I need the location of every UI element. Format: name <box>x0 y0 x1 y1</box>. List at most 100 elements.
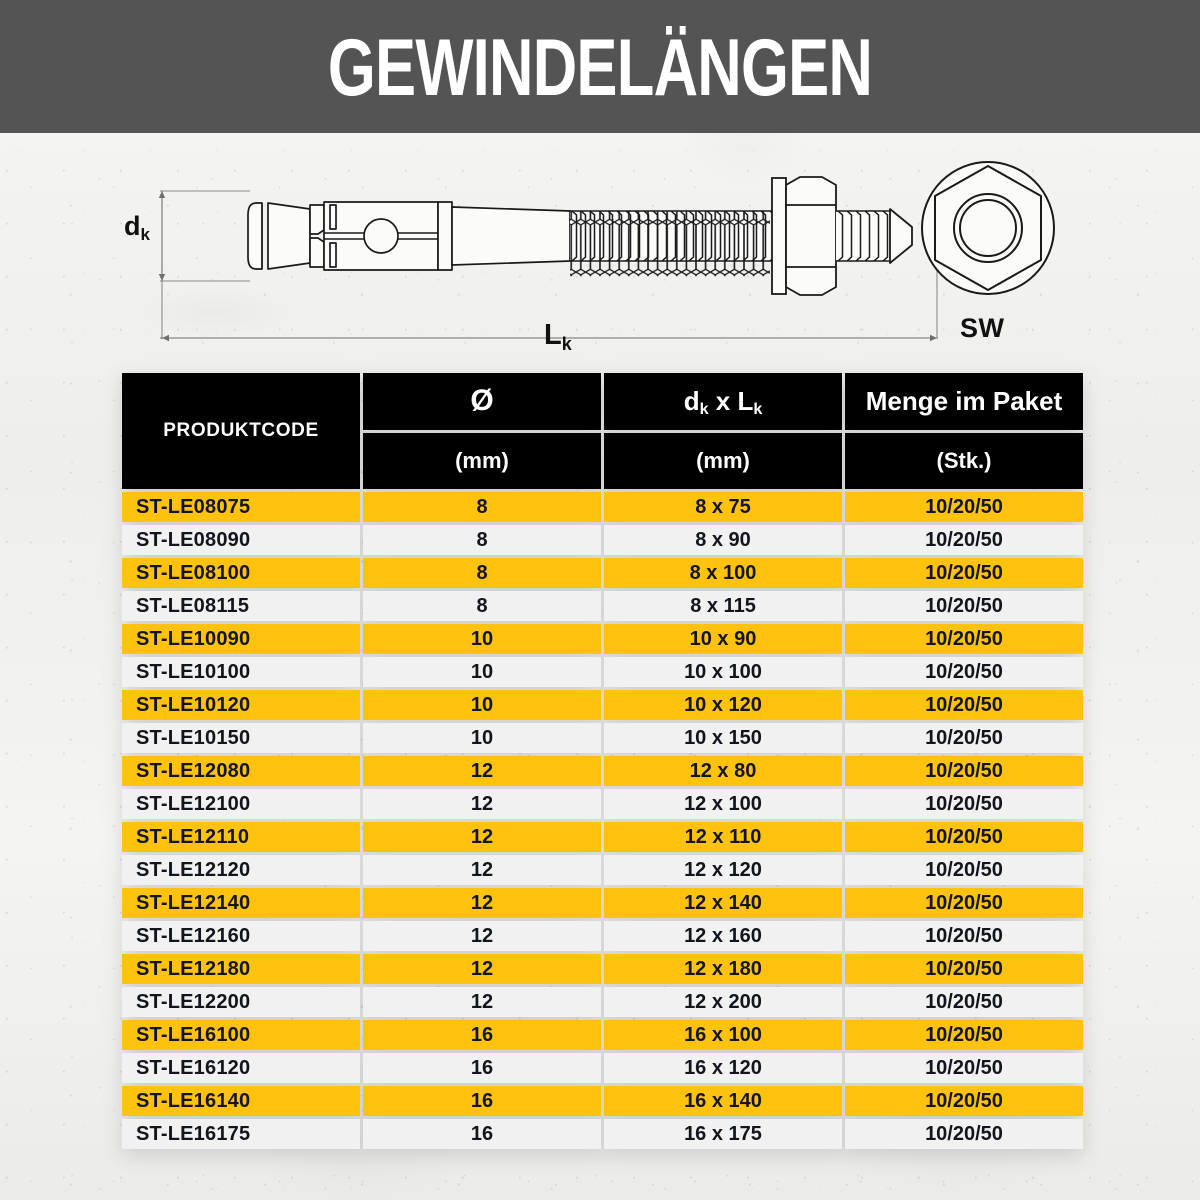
spec-table-head: PRODUKTCODE Ø dk x Lk Menge im Paket (mm… <box>122 373 1083 489</box>
cell-code: ST-LE08075 <box>122 492 360 522</box>
cell-qty: 10/20/50 <box>845 558 1083 588</box>
cell-dim: 12 x 160 <box>604 921 842 951</box>
cell-dia: 12 <box>363 921 601 951</box>
cell-qty: 10/20/50 <box>845 591 1083 621</box>
cell-dia: 12 <box>363 954 601 984</box>
cell-code: ST-LE08115 <box>122 591 360 621</box>
column-header-dk-x-lk: dk x Lk <box>604 373 842 430</box>
cell-code: ST-LE12110 <box>122 822 360 852</box>
cell-qty: 10/20/50 <box>845 1119 1083 1149</box>
cell-dim: 16 x 100 <box>604 1020 842 1050</box>
label-dk: dk <box>124 211 150 244</box>
cell-code: ST-LE12180 <box>122 954 360 984</box>
cell-code: ST-LE16100 <box>122 1020 360 1050</box>
cell-qty: 10/20/50 <box>845 492 1083 522</box>
dimension-arrowheads <box>158 191 937 342</box>
anchor-sleeve <box>247 201 453 271</box>
table-row: ST-LE10120 10 10 x 120 10/20/50 <box>122 690 1083 720</box>
cell-qty: 10/20/50 <box>845 756 1083 786</box>
cell-dia: 8 <box>363 525 601 555</box>
cell-dim: 10 x 150 <box>604 723 842 753</box>
cell-dim: 16 x 120 <box>604 1053 842 1083</box>
cell-dim: 12 x 200 <box>604 987 842 1017</box>
unit-header-dimension: (mm) <box>604 432 842 489</box>
table-row: ST-LE10100 10 10 x 100 10/20/50 <box>122 657 1083 687</box>
table-row: ST-LE12120 12 12 x 120 10/20/50 <box>122 855 1083 885</box>
cell-qty: 10/20/50 <box>845 987 1083 1017</box>
cell-qty: 10/20/50 <box>845 1020 1083 1050</box>
cell-dia: 12 <box>363 855 601 885</box>
cell-qty: 10/20/50 <box>845 855 1083 885</box>
cell-code: ST-LE08100 <box>122 558 360 588</box>
table-row: ST-LE08090 8 8 x 90 10/20/50 <box>122 525 1083 555</box>
cell-dim: 12 x 80 <box>604 756 842 786</box>
cell-code: ST-LE12200 <box>122 987 360 1017</box>
cell-dia: 12 <box>363 987 601 1017</box>
washer <box>771 177 787 295</box>
cell-dia: 10 <box>363 657 601 687</box>
cell-dim: 10 x 120 <box>604 690 842 720</box>
cell-dia: 12 <box>363 888 601 918</box>
column-header-diameter: Ø <box>363 373 601 430</box>
cell-dia: 8 <box>363 558 601 588</box>
cell-code: ST-LE12120 <box>122 855 360 885</box>
cell-dim: 8 x 90 <box>604 525 842 555</box>
cell-code: ST-LE10090 <box>122 624 360 654</box>
cell-code: ST-LE12140 <box>122 888 360 918</box>
cell-dia: 8 <box>363 591 601 621</box>
dk-label: d <box>683 385 700 416</box>
shank <box>451 206 571 266</box>
cell-code: ST-LE12100 <box>122 789 360 819</box>
cell-dim: 12 x 120 <box>604 855 842 885</box>
threaded-shaft <box>570 210 779 277</box>
cell-qty: 10/20/50 <box>845 723 1083 753</box>
cell-qty: 10/20/50 <box>845 1086 1083 1116</box>
column-header-menge: Menge im Paket <box>845 373 1083 430</box>
cell-code: ST-LE10100 <box>122 657 360 687</box>
cell-dim: 8 x 100 <box>604 558 842 588</box>
table-header-row-primary: PRODUKTCODE Ø dk x Lk Menge im Paket <box>122 373 1083 489</box>
label-lk-main: L <box>544 319 562 351</box>
spec-table-body: ST-LE08075 8 8 x 75 10/20/50 ST-LE08090 8 8 x … <box>122 492 1083 1149</box>
cell-qty: 10/20/50 <box>845 657 1083 687</box>
dk-lk-separator: x L <box>708 385 754 416</box>
cell-dia: 12 <box>363 789 601 819</box>
table-row: ST-LE12110 12 12 x 110 10/20/50 <box>122 822 1083 852</box>
cell-qty: 10/20/50 <box>845 624 1083 654</box>
label-sw: SW <box>960 313 1005 343</box>
page-title: GEWINDELÄNGEN <box>327 23 873 113</box>
cell-dia: 10 <box>363 723 601 753</box>
table-row: ST-LE08075 8 8 x 75 10/20/50 <box>122 492 1083 522</box>
label-dk-main: d <box>124 211 141 241</box>
cell-code: ST-LE10120 <box>122 690 360 720</box>
cell-qty: 10/20/50 <box>845 822 1083 852</box>
cell-code: ST-LE16140 <box>122 1086 360 1116</box>
spec-table: PRODUKTCODE Ø dk x Lk Menge im Paket (mm… <box>119 370 1086 1152</box>
cell-qty: 10/20/50 <box>845 921 1083 951</box>
cell-qty: 10/20/50 <box>845 690 1083 720</box>
cell-dia: 16 <box>363 1119 601 1149</box>
cell-dia: 16 <box>363 1086 601 1116</box>
cell-dim: 10 x 100 <box>604 657 842 687</box>
cell-dia: 12 <box>363 822 601 852</box>
cell-dim: 12 x 140 <box>604 888 842 918</box>
cell-dia: 10 <box>363 624 601 654</box>
cell-dia: 8 <box>363 492 601 522</box>
spec-table-container: PRODUKTCODE Ø dk x Lk Menge im Paket (mm… <box>119 370 1083 1152</box>
diameter-symbol: Ø <box>470 384 494 418</box>
cell-code: ST-LE16175 <box>122 1119 360 1149</box>
cell-dim: 12 x 100 <box>604 789 842 819</box>
cell-dim: 12 x 180 <box>604 954 842 984</box>
cell-dim: 16 x 175 <box>604 1119 842 1149</box>
technical-drawing: dk Lk SW <box>0 133 1200 373</box>
table-row: ST-LE12100 12 12 x 100 10/20/50 <box>122 789 1083 819</box>
cell-code: ST-LE12080 <box>122 756 360 786</box>
cone-tip <box>836 208 913 264</box>
cell-qty: 10/20/50 <box>845 525 1083 555</box>
lk-label-subscript: k <box>753 399 763 418</box>
cell-dim: 10 x 90 <box>604 624 842 654</box>
table-row: ST-LE10090 10 10 x 90 10/20/50 <box>122 624 1083 654</box>
cell-dim: 8 x 115 <box>604 591 842 621</box>
cell-dia: 12 <box>363 756 601 786</box>
cell-qty: 10/20/50 <box>845 1053 1083 1083</box>
